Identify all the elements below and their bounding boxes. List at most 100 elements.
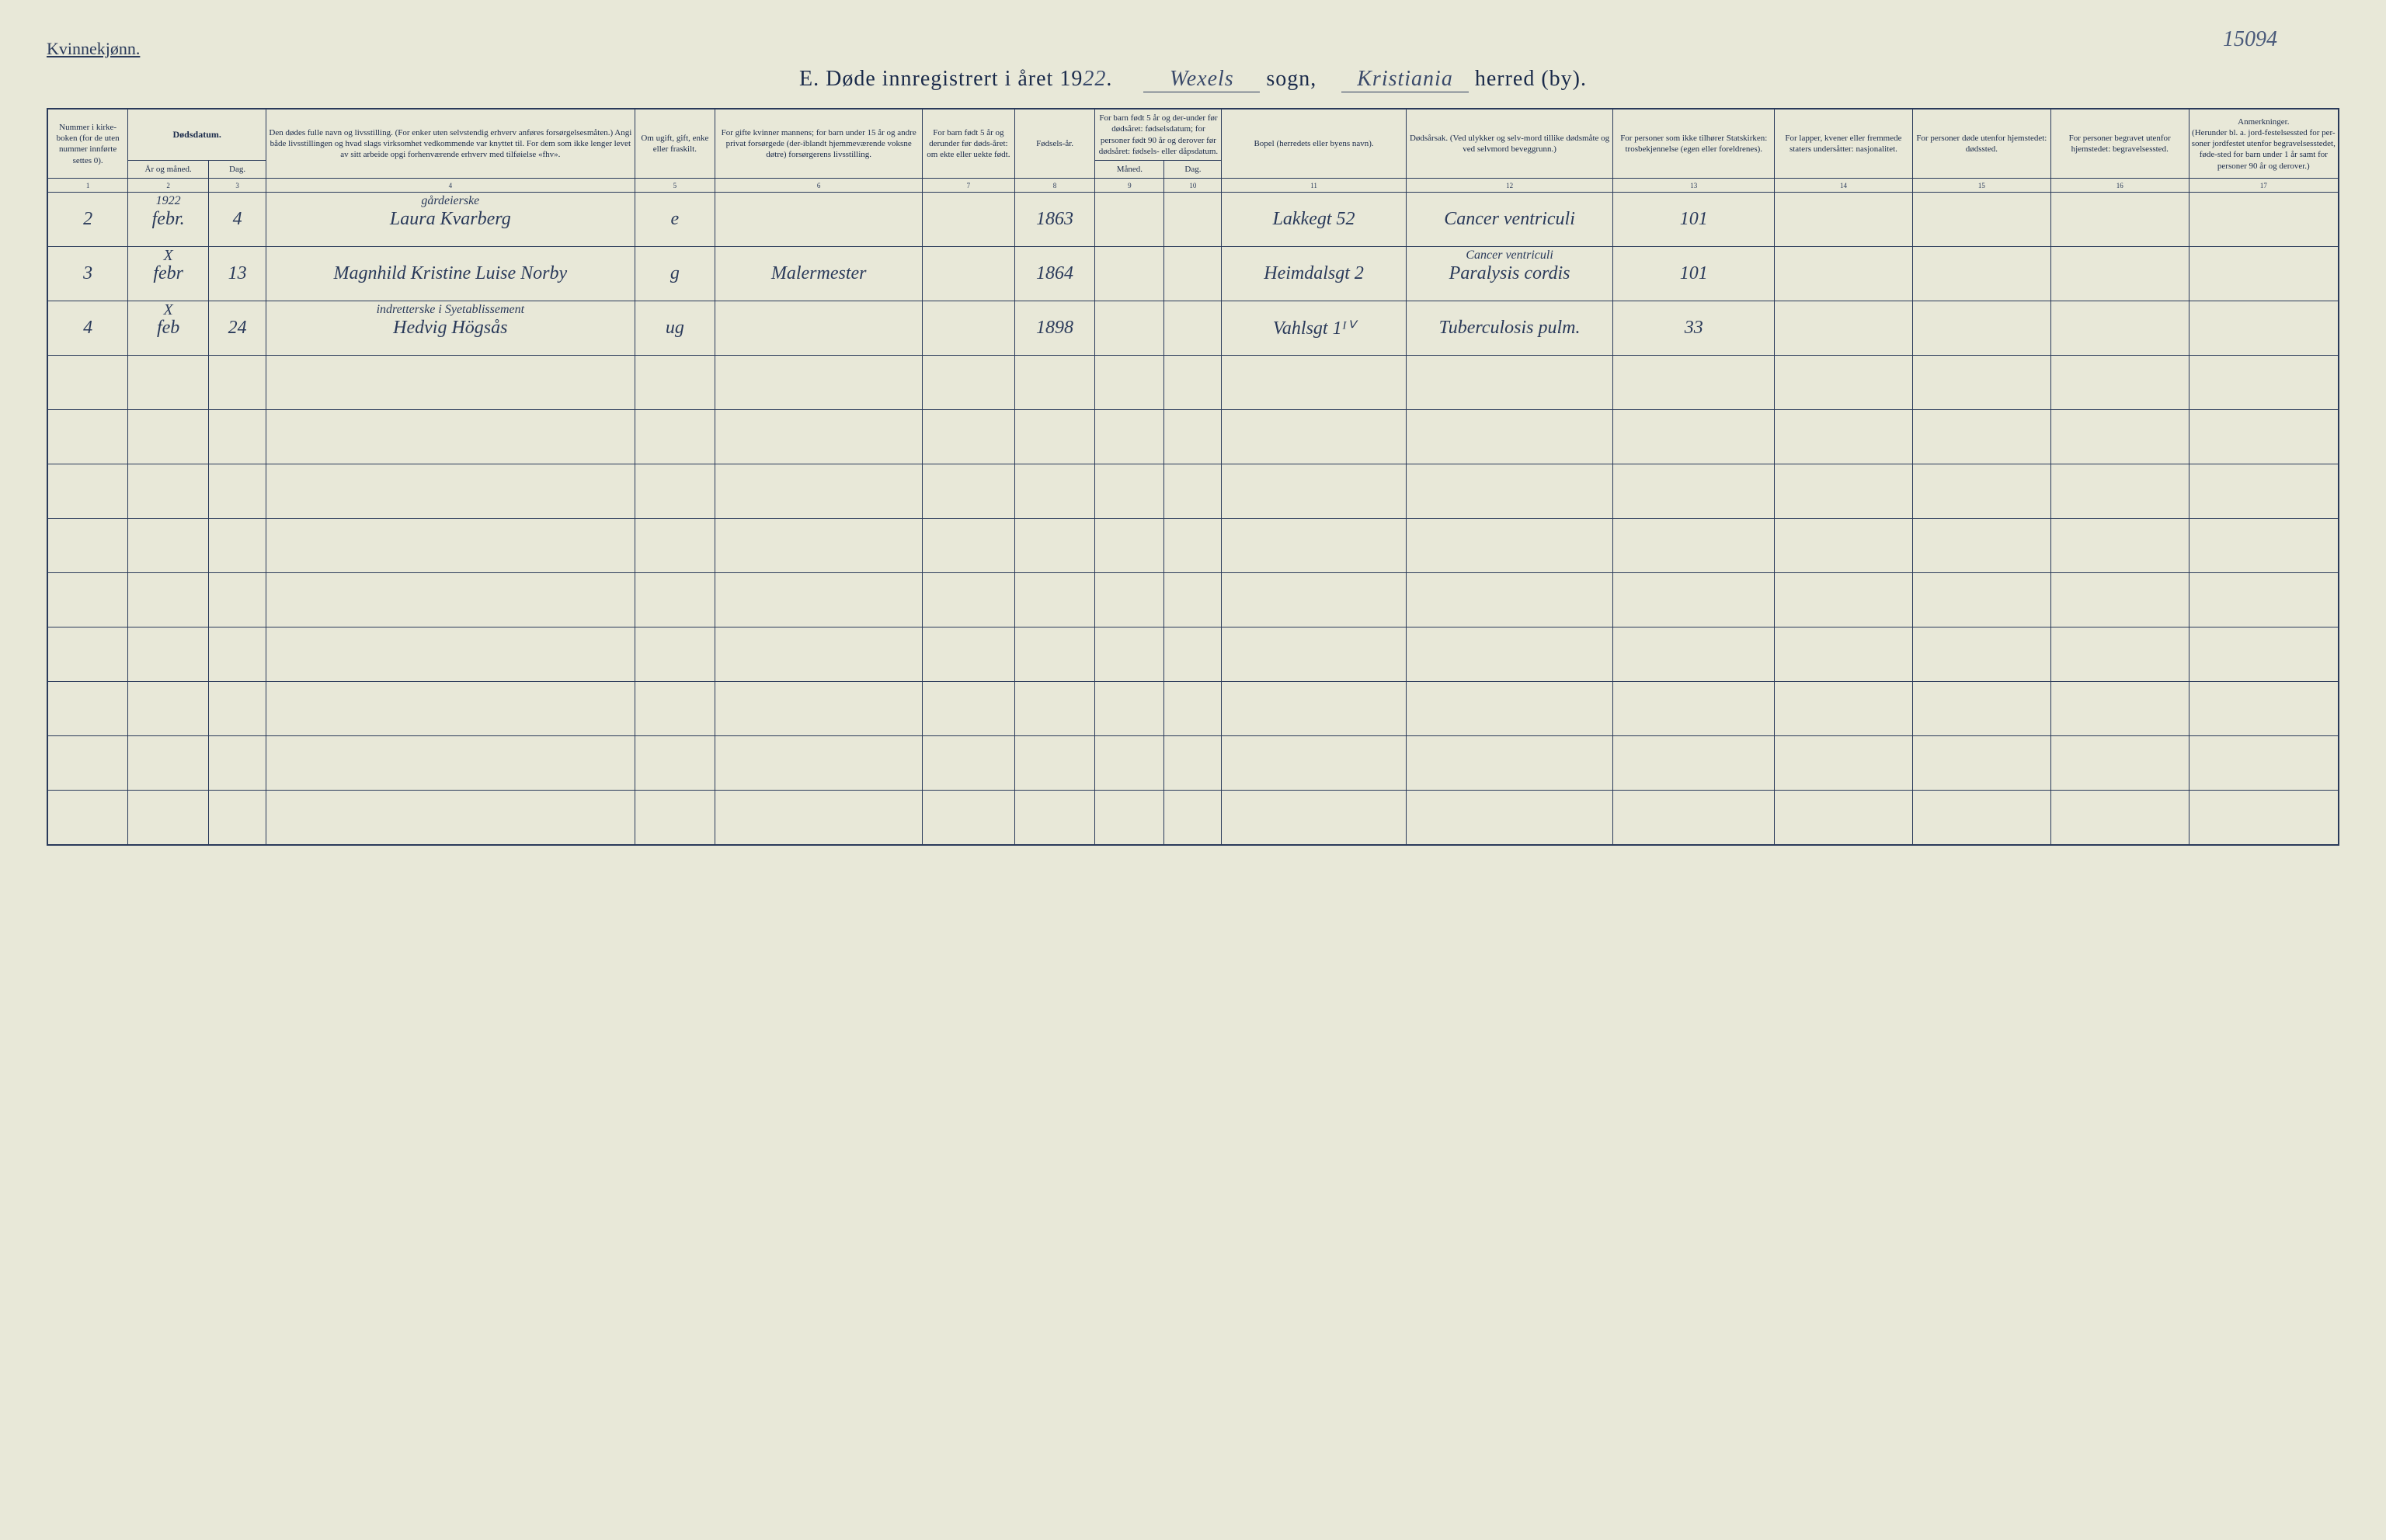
- empty-row: [47, 356, 2339, 410]
- empty-cell: [2050, 682, 2189, 736]
- empty-cell: [1406, 356, 1613, 410]
- cell-birthyear-text: 1863: [1036, 209, 1073, 229]
- cell-c16: [2050, 301, 2189, 356]
- empty-cell: [635, 682, 715, 736]
- head-c17-sub: (Herunder bl. a. jord-festelsessted for …: [2192, 128, 2336, 171]
- empty-cell: [266, 356, 635, 410]
- cell-marital-text: e: [671, 209, 680, 229]
- cell-bmonth: [1095, 247, 1164, 301]
- head-c14: For lapper, kvener eller fremmede stater…: [1775, 109, 1913, 179]
- empty-cell: [128, 627, 209, 682]
- cell-c17: [2189, 301, 2339, 356]
- empty-cell: [1164, 410, 1222, 464]
- empty-cell: [209, 573, 266, 627]
- title-herred-label: herred (by).: [1475, 67, 1587, 91]
- empty-cell: [266, 627, 635, 682]
- head-c12: Dødsårsak. (Ved ulykker og selv-mord til…: [1406, 109, 1613, 179]
- empty-cell: [1912, 791, 2050, 845]
- cell-provider: [715, 193, 923, 247]
- empty-cell: [1775, 573, 1913, 627]
- colnum-cell: 1: [47, 179, 128, 193]
- cell-birthyear: 1898: [1014, 301, 1095, 356]
- colnum-cell: 16: [2050, 179, 2189, 193]
- empty-cell: [1613, 519, 1775, 573]
- cell-cause: Tuberculosis pulm.: [1406, 301, 1613, 356]
- cell-bmonth: [1095, 301, 1164, 356]
- empty-row: [47, 410, 2339, 464]
- cell-c13-text: 101: [1680, 209, 1708, 229]
- empty-cell: [1775, 791, 1913, 845]
- empty-cell: [923, 464, 1015, 519]
- cell-c13: 33: [1613, 301, 1775, 356]
- empty-cell: [923, 356, 1015, 410]
- cell-marital-text: ug: [666, 318, 684, 338]
- empty-cell: [635, 410, 715, 464]
- cell-marital: e: [635, 193, 715, 247]
- cell-name: indretterske i SyetablissementHedvig Hög…: [266, 301, 635, 356]
- empty-cell: [923, 736, 1015, 791]
- empty-cell: [1095, 736, 1164, 791]
- empty-cell: [266, 573, 635, 627]
- colnum-cell: 7: [923, 179, 1015, 193]
- cell-c14: [1775, 301, 1913, 356]
- cell-name-text: Magnhild Kristine Luise Norby: [333, 263, 567, 283]
- cell-c13: 101: [1613, 193, 1775, 247]
- empty-cell: [1014, 627, 1095, 682]
- empty-cell: [266, 464, 635, 519]
- cell-legit: [923, 193, 1015, 247]
- colnum-cell: 11: [1222, 179, 1406, 193]
- empty-cell: [209, 410, 266, 464]
- cell-cause-text: Tuberculosis pulm.: [1439, 318, 1581, 338]
- cell-c13: 101: [1613, 247, 1775, 301]
- colnum-cell: 4: [266, 179, 635, 193]
- empty-cell: [1014, 519, 1095, 573]
- table-body: 123456789101112131415161721922febr.4gård…: [47, 179, 2339, 845]
- empty-cell: [1014, 791, 1095, 845]
- empty-cell: [1775, 519, 1913, 573]
- table-row: 21922febr.4gårdeierskeLaura Kvarberge186…: [47, 193, 2339, 247]
- empty-cell: [128, 573, 209, 627]
- empty-cell: [1613, 682, 1775, 736]
- empty-cell: [1222, 736, 1406, 791]
- colnum-cell: 10: [1164, 179, 1222, 193]
- empty-cell: [1912, 519, 2050, 573]
- empty-cell: [1222, 356, 1406, 410]
- empty-cell: [715, 791, 923, 845]
- cell-c15: [1912, 247, 2050, 301]
- empty-cell: [1222, 627, 1406, 682]
- head-c11: Bopel (herredets eller byens navn).: [1222, 109, 1406, 179]
- empty-cell: [1613, 464, 1775, 519]
- empty-row: [47, 573, 2339, 627]
- cell-c14: [1775, 247, 1913, 301]
- empty-cell: [2189, 519, 2339, 573]
- cell-name: gårdeierskeLaura Kvarberg: [266, 193, 635, 247]
- empty-cell: [2189, 573, 2339, 627]
- colnum-cell: 5: [635, 179, 715, 193]
- head-c2a: År og måned.: [128, 161, 209, 179]
- empty-cell: [2050, 410, 2189, 464]
- empty-cell: [1014, 410, 1095, 464]
- empty-cell: [47, 627, 128, 682]
- empty-cell: [1014, 682, 1095, 736]
- empty-cell: [266, 410, 635, 464]
- empty-cell: [2189, 736, 2339, 791]
- cell-num: 2: [47, 193, 128, 247]
- empty-cell: [128, 682, 209, 736]
- empty-cell: [1222, 682, 1406, 736]
- cell-num-text: 3: [83, 263, 92, 283]
- cell-residence-text: Vahlsgt 1ᴵⱽ: [1273, 318, 1355, 339]
- table-row: 3Xfebr13Magnhild Kristine Luise NorbygMa…: [47, 247, 2339, 301]
- cell-c13-text: 101: [1680, 263, 1708, 283]
- title-period: .: [1106, 67, 1112, 91]
- empty-cell: [1775, 736, 1913, 791]
- empty-row: [47, 736, 2339, 791]
- empty-cell: [1095, 410, 1164, 464]
- empty-cell: [1095, 791, 1164, 845]
- empty-cell: [1775, 356, 1913, 410]
- empty-cell: [1613, 736, 1775, 791]
- cell-name: Magnhild Kristine Luise Norby: [266, 247, 635, 301]
- empty-cell: [128, 410, 209, 464]
- empty-cell: [1014, 573, 1095, 627]
- colnum-cell: 2: [128, 179, 209, 193]
- cell-residence-text: Heimdalsgt 2: [1264, 263, 1364, 283]
